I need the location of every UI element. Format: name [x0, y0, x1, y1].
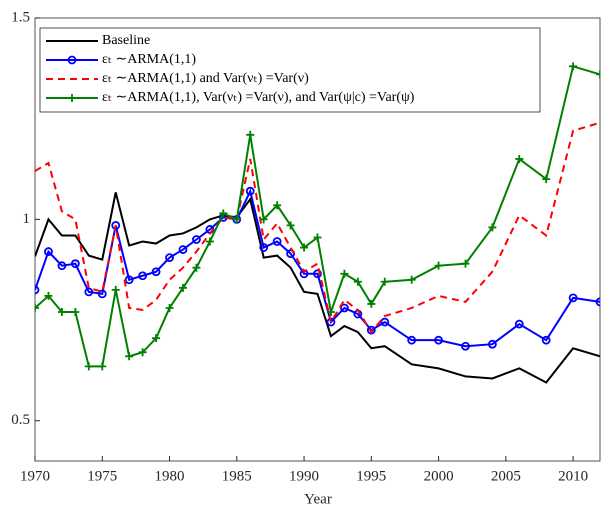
marker [165, 253, 174, 263]
marker [165, 303, 174, 312]
marker [380, 317, 390, 327]
marker [57, 261, 67, 271]
marker [192, 263, 201, 272]
x-tick-label: 1995 [356, 468, 386, 484]
marker [407, 335, 417, 345]
legend-label: Baseline [102, 33, 150, 48]
x-tick-label: 2005 [491, 468, 521, 484]
legend: Baseline εₜ ∼ARMA(1,1) εₜ ∼ARMA(1,1) and V… [39, 27, 541, 113]
marker [514, 319, 524, 329]
x-tick-label: 1980 [155, 468, 185, 484]
marker [246, 130, 255, 139]
marker [487, 339, 497, 349]
legend-label: εₜ ∼ARMA(1,1) and Var(νₜ) =Var(ν) [102, 71, 309, 86]
marker [273, 201, 282, 210]
marker [313, 233, 322, 242]
marker [340, 303, 349, 313]
marker [541, 335, 551, 345]
marker [461, 259, 470, 268]
marker [35, 303, 39, 312]
marker [70, 259, 80, 269]
marker [84, 362, 93, 371]
marker [407, 275, 416, 284]
marker [138, 348, 147, 357]
marker [232, 215, 241, 224]
y-tick-label: 1.5 [11, 9, 30, 25]
marker [313, 269, 322, 279]
marker [461, 341, 470, 351]
marker [515, 154, 524, 163]
marker [488, 223, 497, 232]
legend-label: εₜ ∼ARMA(1,1) [102, 52, 196, 67]
legend-label: εₜ ∼ARMA(1,1), Var(νₜ) =Var(ν), and Var(… [102, 90, 415, 105]
series-line [35, 121, 600, 334]
legend-marker [68, 94, 76, 102]
marker [300, 243, 309, 252]
y-tick-label: 0.5 [11, 412, 30, 428]
marker [286, 221, 295, 230]
marker [380, 277, 389, 286]
marker [178, 245, 188, 254]
marker [97, 289, 107, 299]
x-tick-label: 1975 [87, 468, 117, 484]
marker [353, 277, 362, 286]
marker [568, 293, 578, 303]
marker [259, 243, 269, 252]
marker [272, 237, 282, 246]
x-tick-label: 2010 [558, 468, 588, 484]
series-line [35, 192, 600, 384]
marker [434, 261, 443, 270]
marker [35, 285, 40, 295]
marker [596, 70, 600, 79]
marker [219, 209, 228, 218]
marker [259, 215, 268, 224]
marker [44, 247, 53, 256]
marker [152, 334, 161, 343]
legend-box [39, 27, 541, 113]
marker [340, 269, 349, 278]
marker [111, 285, 120, 294]
marker [57, 307, 66, 316]
marker [542, 175, 551, 184]
marker [98, 362, 107, 371]
x-tick-label: 1970 [20, 468, 50, 484]
marker [84, 287, 94, 297]
marker [326, 307, 335, 316]
marker [205, 237, 214, 246]
marker [124, 275, 134, 285]
plot-frame [34, 17, 601, 462]
legend-marker [67, 55, 77, 65]
marker [178, 283, 187, 292]
marker [569, 62, 578, 71]
marker [71, 307, 80, 316]
marker [151, 267, 161, 277]
marker [192, 235, 201, 244]
marker [367, 299, 376, 308]
marker [245, 186, 255, 196]
x-tick-label: 2000 [424, 468, 454, 484]
marker [125, 352, 134, 361]
x-tick-label: 1990 [289, 468, 319, 484]
marker [138, 271, 148, 281]
y-tick-label: 1 [23, 211, 31, 227]
x-tick-label: 1985 [222, 468, 252, 484]
x-axis-label: Year [304, 491, 332, 507]
marker [434, 335, 443, 345]
marker [44, 291, 53, 300]
marker [595, 297, 600, 307]
